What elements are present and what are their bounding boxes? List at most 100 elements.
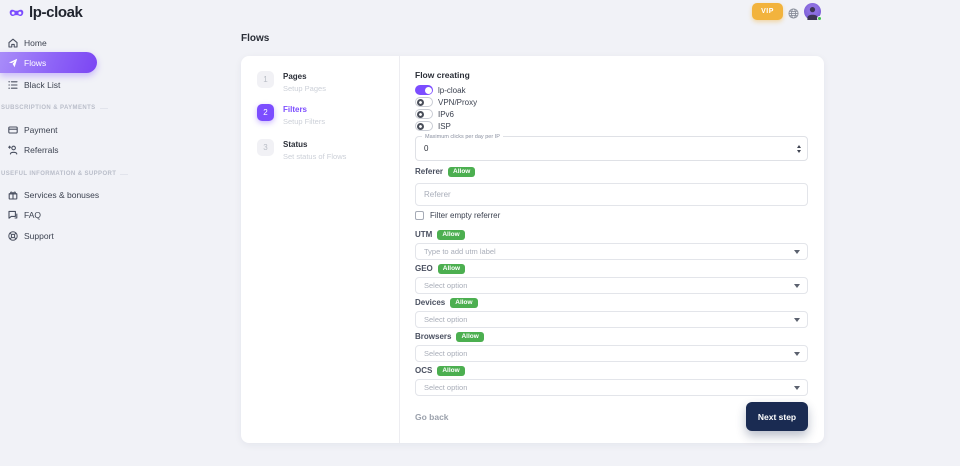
sidebar-item-label: Payment	[24, 125, 58, 135]
logo-text: lp-cloak	[29, 4, 83, 21]
sidebar-item-services-bonuses[interactable]: Services & bonuses	[8, 189, 99, 201]
gift-icon	[8, 191, 18, 200]
utm-combobox[interactable]: Type to add utm label	[415, 243, 808, 260]
lifebuoy-icon	[8, 231, 18, 241]
chevron-down-icon	[794, 351, 800, 356]
browsers-select[interactable]: Select option	[415, 345, 808, 362]
chevron-down-icon	[794, 283, 800, 288]
sidebar-item-faq[interactable]: FAQ	[8, 209, 41, 221]
sidebar-item-label: Black List	[24, 80, 61, 90]
devices-label: Devices	[415, 298, 446, 307]
faq-icon	[8, 210, 18, 219]
browsers-label: Browsers	[415, 332, 452, 341]
geo-allow-badge[interactable]: Allow	[437, 263, 466, 274]
flow-creating-form: Flow creating lp-cloak VPN/Proxy IPv6 IS…	[399, 56, 824, 443]
devices-label-row: Devices Allow	[415, 297, 808, 308]
max-clicks-input[interactable]	[417, 138, 788, 159]
referer-label-row: Referer Allow	[415, 166, 808, 177]
sidebar-section-useful-info: USEFUL INFORMATION & SUPPORT	[1, 171, 129, 177]
utm-allow-badge[interactable]: Allow	[437, 229, 465, 240]
step-title: Status	[283, 140, 308, 149]
sidebar-item-support[interactable]: Support	[8, 230, 54, 242]
language-globe-icon[interactable]	[788, 6, 799, 19]
chevron-down-icon	[794, 385, 800, 390]
step-number: 1	[257, 71, 274, 88]
person-plus-icon	[8, 145, 18, 155]
sidebar-item-payment[interactable]: Payment	[8, 124, 58, 136]
sidebar-item-label: Support	[24, 231, 54, 241]
toggle-isp[interactable]: ISP	[415, 120, 808, 132]
step-subtitle: Setup Pages	[283, 84, 326, 93]
ocs-label: OCS	[415, 366, 433, 375]
browsers-allow-badge[interactable]: Allow	[456, 331, 484, 342]
number-stepper[interactable]	[797, 137, 801, 160]
user-avatar[interactable]	[804, 3, 822, 21]
sidebar-item-label: FAQ	[24, 210, 42, 220]
referer-input[interactable]	[415, 183, 808, 206]
toggle-switch[interactable]	[415, 121, 433, 131]
ocs-select[interactable]: Select option	[415, 379, 808, 396]
referer-allow-badge[interactable]: Allow	[448, 166, 476, 177]
ocs-allow-badge[interactable]: Allow	[437, 365, 465, 376]
step-subtitle: Setup Filters	[283, 117, 326, 126]
home-icon	[8, 38, 18, 48]
sidebar-item-label: Flows	[24, 57, 47, 68]
sidebar-item-black-list[interactable]: Black List	[8, 79, 60, 91]
stepper-up-icon[interactable]	[797, 144, 801, 148]
sidebar-item-referrals[interactable]: Referrals	[8, 144, 58, 156]
mask-logo-icon	[8, 6, 25, 20]
devices-select[interactable]: Select option	[415, 311, 808, 328]
toggle-vpn-proxy[interactable]: VPN/Proxy	[415, 96, 808, 108]
stepper-down-icon[interactable]	[797, 149, 801, 153]
header-actions: VIP	[752, 3, 822, 21]
go-back-button[interactable]: Go back	[415, 411, 449, 422]
flows-icon	[8, 58, 18, 67]
next-step-button[interactable]: Next step	[746, 402, 808, 431]
form-title: Flow creating	[415, 70, 470, 80]
toggle-switch[interactable]	[415, 97, 433, 107]
step-filters[interactable]: 2 Filters Setup Filters	[257, 104, 325, 126]
step-subtitle: Set status of Flows	[283, 152, 347, 161]
checkbox[interactable]	[415, 211, 424, 220]
toggle-switch[interactable]	[415, 85, 433, 95]
bottom-strip	[0, 466, 960, 475]
vip-button[interactable]: VIP	[752, 3, 783, 20]
step-number: 2	[257, 104, 274, 121]
filter-empty-referrer-checkbox-row[interactable]: Filter empty referrer	[415, 211, 808, 220]
step-title: Filters	[283, 105, 308, 114]
step-status[interactable]: 3 Status Set status of Flows	[257, 139, 346, 161]
black-list-icon	[8, 81, 18, 89]
sidebar-item-label: Referrals	[24, 145, 59, 155]
browsers-label-row: Browsers Allow	[415, 331, 808, 342]
max-clicks-label: Maximum clicks per day per IP	[422, 133, 503, 141]
utm-label-row: UTM Allow	[415, 229, 808, 240]
utm-label: UTM	[415, 230, 433, 239]
ocs-label-row: OCS Allow	[415, 365, 808, 376]
step-title: Pages	[283, 72, 307, 81]
geo-label: GEO	[415, 264, 433, 273]
sidebar-item-label: Home	[24, 38, 47, 48]
form-footer: Go back Next step	[415, 402, 808, 431]
toggle-switch[interactable]	[415, 109, 433, 119]
referer-label: Referer	[415, 167, 444, 176]
toggle-lp-cloak[interactable]: lp-cloak	[415, 84, 808, 96]
page-title: Flows	[241, 33, 270, 44]
sidebar-item-flows[interactable]: Flows	[0, 52, 97, 73]
app-logo[interactable]: lp-cloak	[8, 4, 83, 21]
geo-label-row: GEO Allow	[415, 263, 808, 274]
credit-card-icon	[8, 126, 18, 134]
flow-card: 1 Pages Setup Pages 2 Filters Setup Filt…	[241, 56, 824, 443]
online-status-dot	[817, 16, 822, 21]
sidebar-item-home[interactable]: Home	[8, 37, 47, 49]
chevron-down-icon	[794, 317, 800, 322]
step-number: 3	[257, 139, 274, 156]
toggle-ipv6[interactable]: IPv6	[415, 108, 808, 120]
geo-select[interactable]: Select option	[415, 277, 808, 294]
devices-allow-badge[interactable]: Allow	[450, 297, 478, 308]
card-divider	[399, 56, 400, 443]
max-clicks-field: Maximum clicks per day per IP	[415, 133, 808, 161]
sidebar-section-subscription: SUBSCRIPTION & PAYMENTS	[1, 105, 108, 111]
step-pages[interactable]: 1 Pages Setup Pages	[257, 71, 326, 93]
sidebar-item-label: Services & bonuses	[24, 190, 100, 200]
